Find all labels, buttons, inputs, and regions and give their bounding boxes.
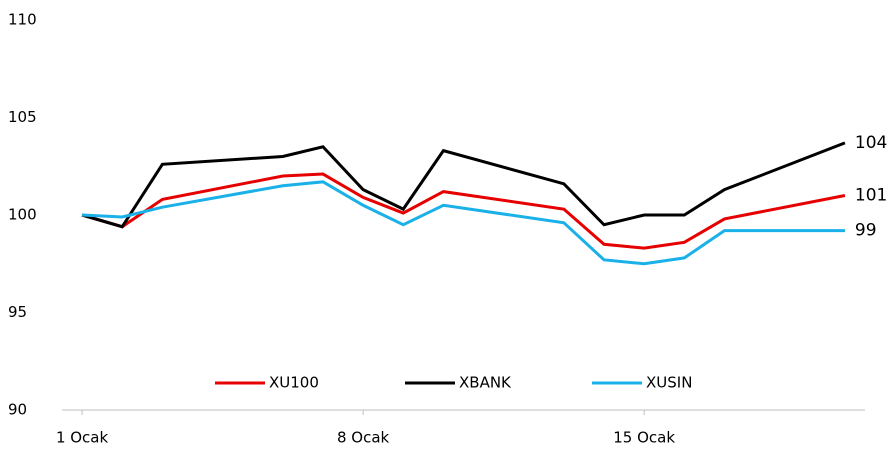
x-tick-label: 1 Ocak [56,429,109,447]
data-label: 104 [855,133,887,153]
series-line [81,141,846,229]
data-label: 99 [855,221,877,241]
data-label: 101 [855,186,887,206]
legend-label: XU100 [269,374,319,392]
y-tick-label: 90 [8,401,27,419]
y-tick-label: 100 [8,206,37,224]
legend-label: XBANK [459,374,512,392]
legend-label: XUSIN [646,374,692,392]
series-line [82,180,845,266]
x-tick-label: 15 Ocak [613,429,675,447]
y-tick-label: 110 [8,11,37,29]
series-line [81,172,846,250]
x-tick-label: 8 Ocak [337,429,390,447]
y-tick-label: 105 [8,108,37,126]
y-tick-label: 95 [8,303,27,321]
